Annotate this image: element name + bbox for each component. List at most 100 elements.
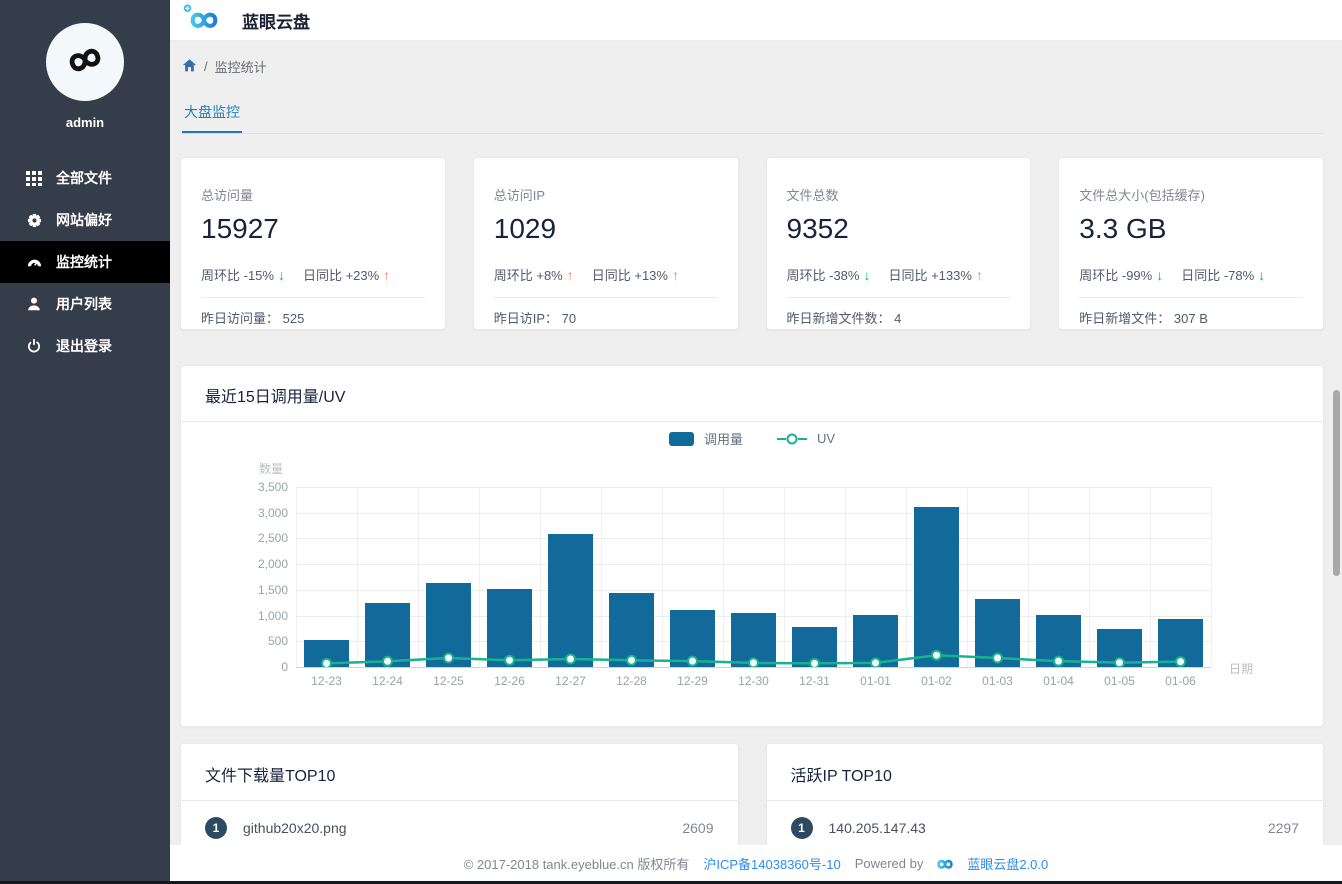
uv-point-01-03 [992, 652, 1003, 664]
trend-arrow-icon: ↑ [383, 266, 391, 283]
stat-label: 文件总数 [786, 188, 839, 203]
x-tick-label: 12-24 [372, 674, 403, 688]
chart-card: 最近15日调用量/UV 调用量 UV 数量 日期 0 500 1,000 1,500 2… [180, 365, 1324, 727]
sidebar-item-site-preferences[interactable]: 网站偏好 [0, 199, 170, 241]
stat-footer-value: 307 B [1173, 311, 1208, 326]
sidebar-item-monitor-stats[interactable]: 监控统计 [0, 241, 170, 283]
legend-bar-swatch[interactable] [668, 431, 694, 446]
stat-card-total-ips: 总访问IP 1029 周环比 +8% ↑ 日同比 +13% ↑ 昨日访IP： 70 [472, 157, 739, 330]
y-tick-label: 500 [267, 634, 288, 649]
stat-label: 文件总大小(包括缓存) [1079, 188, 1205, 203]
list-item-name: github20x20.png [243, 820, 347, 836]
chart-title: 最近15日调用量/UV [181, 366, 1323, 422]
gear-icon [25, 211, 43, 229]
chart-legend: 调用量 UV [181, 429, 1323, 448]
trend-arrow-icon: ↓ [1156, 266, 1164, 283]
legend-line-label[interactable]: UV [816, 431, 836, 446]
top-lists-row: 文件下载量TOP10 1 github20x20.png 2609 活跃IP T… [180, 743, 1324, 850]
uv-point-12-28 [626, 654, 637, 666]
y-tick-label: 2,000 [257, 557, 288, 572]
x-tick-label: 01-01 [860, 674, 891, 688]
stat-footer-label: 昨日新增文件数： [786, 311, 891, 326]
stat-footer-value: 525 [282, 311, 305, 326]
x-tick-label: 12-27 [555, 674, 586, 688]
stat-label: 总访问IP [493, 188, 546, 203]
stat-footer-label: 昨日访IP： [493, 311, 559, 326]
list-item[interactable]: 1 github20x20.png 2609 [181, 801, 738, 849]
legend-line-marker-icon[interactable] [776, 432, 807, 446]
page-footer: © 2017-2018 tank.eyeblue.cn 版权所有 沪ICP备14… [170, 845, 1342, 881]
x-axis-title: 日期 [1229, 662, 1254, 676]
uv-point-12-31 [809, 657, 820, 667]
trend-label: 日同比 -78% [1181, 268, 1255, 283]
app-title: 蓝眼云盘 [242, 12, 310, 32]
window-bottom-edge [0, 881, 1342, 884]
app-logo-icon[interactable] [180, 2, 228, 39]
sidebar-item-all-files[interactable]: 全部文件 [0, 157, 170, 199]
avatar[interactable] [46, 23, 124, 101]
x-tick-label: 01-02 [921, 674, 952, 688]
uv-point-12-29 [687, 655, 698, 667]
uv-point-12-27 [565, 653, 576, 665]
chart-plot-area[interactable] [296, 487, 1212, 668]
bar-01-02[interactable] [914, 507, 959, 667]
sidebar-item-logout[interactable]: 退出登录 [0, 325, 170, 367]
x-tick-label: 12-31 [799, 674, 830, 688]
stat-label: 总访问量 [201, 188, 254, 203]
x-tick-label: 01-05 [1104, 674, 1135, 688]
x-tick-label: 12-29 [677, 674, 708, 688]
vertical-scrollbar[interactable] [1333, 390, 1340, 576]
stat-footer-value: 4 [894, 311, 902, 326]
sidebar-item-label: 用户列表 [56, 296, 112, 312]
uv-point-12-24 [382, 655, 393, 667]
bar-12-26[interactable] [487, 588, 532, 667]
sidebar-item-label: 全部文件 [56, 170, 112, 186]
trend-label: 周环比 -38% [786, 268, 860, 283]
trend-label: 日同比 +13% [591, 268, 668, 283]
tab-bar: 大盘监控 [182, 96, 1324, 134]
x-tick-label: 01-03 [982, 674, 1013, 688]
y-tick-label: 0 [281, 660, 288, 674]
tab-dashboard-monitor[interactable]: 大盘监控 [182, 96, 242, 133]
sidebar: admin 全部文件 [0, 0, 170, 884]
y-tick-label: 1,500 [257, 582, 288, 597]
stat-cards-row: 总访问量 15927 周环比 -15% ↓ 日同比 +23% ↑ 昨日访问量： 52… [180, 157, 1324, 330]
trend-label: 日同比 +23% [302, 268, 380, 283]
username: admin [65, 115, 105, 130]
stat-value: 1029 [493, 213, 557, 244]
legend-bar-label[interactable]: 调用量 [703, 432, 743, 447]
bar-12-27[interactable] [548, 533, 593, 667]
top-downloads-card: 文件下载量TOP10 1 github20x20.png 2609 [180, 743, 739, 850]
uv-point-01-04 [1053, 655, 1064, 667]
infinity-logo-icon [57, 42, 113, 83]
sidebar-item-label: 网站偏好 [56, 212, 112, 228]
rank-badge: 1 [205, 817, 227, 839]
sidebar-item-user-list[interactable]: 用户列表 [0, 283, 170, 325]
y-tick-label: 1,000 [257, 608, 288, 623]
trend-arrow-icon: ↑ [975, 266, 983, 283]
stat-value: 3.3 GB [1079, 213, 1167, 244]
stat-card-total-files: 文件总数 9352 周环比 -38% ↓ 日同比 +133% ↑ 昨日新增文件数： … [765, 157, 1032, 330]
bar-12-28[interactable] [609, 592, 654, 667]
y-tick-label: 3,500 [257, 480, 288, 494]
list-title: 活跃IP TOP10 [766, 744, 1323, 801]
uv-point-01-01 [870, 657, 881, 667]
x-tick-label: 01-04 [1043, 674, 1074, 688]
x-tick-label: 12-23 [311, 674, 342, 688]
list-item[interactable]: 1 140.205.147.43 2297 [767, 801, 1324, 849]
sidebar-menu: 全部文件 网站偏好 [0, 157, 170, 367]
stat-footer-label: 昨日新增文件： [1079, 311, 1171, 326]
y-tick-label: 2,500 [257, 531, 288, 546]
main-content: / 监控统计 大盘监控 总访问量 15927 周环比 -15% ↓ 日同比 +23… [170, 41, 1342, 884]
trend-arrow-icon: ↓ [863, 266, 871, 283]
trend-arrow-icon: ↑ [671, 266, 679, 283]
product-link[interactable]: 蓝眼云盘2.0.0 [967, 856, 1049, 872]
sidebar-item-label: 退出登录 [56, 338, 112, 354]
icp-link[interactable]: 沪ICP备14038360号-10 [703, 856, 841, 872]
uv-point-12-23 [321, 657, 332, 667]
trend-label: 周环比 -15% [201, 268, 274, 283]
uv-point-12-30 [748, 657, 759, 667]
home-icon[interactable] [182, 58, 197, 76]
powered-by-text: Powered by [854, 855, 924, 871]
trend-label: 周环比 +8% [493, 268, 563, 283]
